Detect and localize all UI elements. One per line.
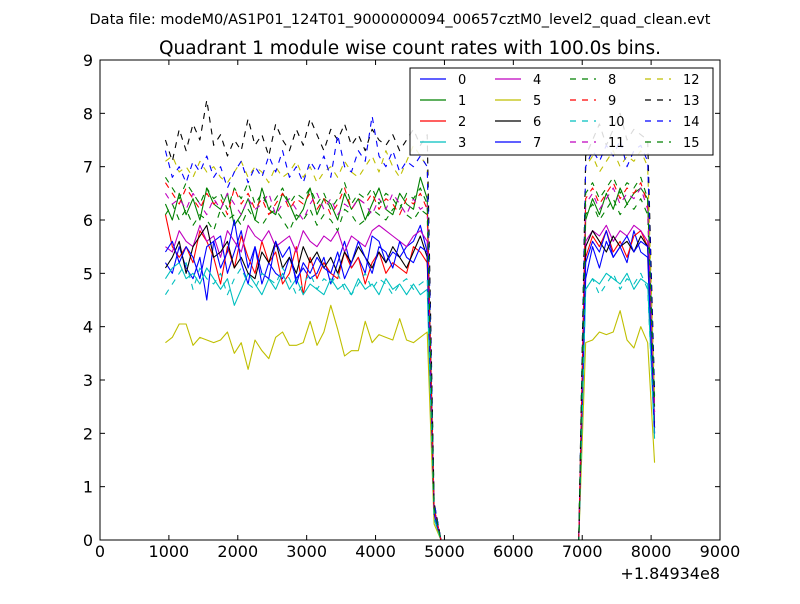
series-line-0 — [164, 224, 656, 541]
x-axis-offset-label: +1.84934e8 — [620, 564, 720, 583]
y-tick-label: 7 — [83, 158, 93, 177]
x-tick-label: 1000 — [149, 542, 190, 561]
legend-label-4: 4 — [533, 73, 541, 88]
legend-label-7: 7 — [533, 136, 541, 151]
series-line-10 — [164, 262, 656, 541]
series-line-5 — [165, 304, 656, 541]
legend-box — [409, 67, 714, 156]
axes: 0 1000 2000 3000 4000 5000 6000 7000 8000 9000012… — [83, 51, 741, 561]
legend-label-14: 14 — [683, 115, 700, 130]
x-tick-label: 9000 — [700, 542, 741, 561]
y-tick-label: 0 — [83, 531, 93, 550]
legend-label-8: 8 — [608, 73, 616, 88]
y-tick-label: 3 — [83, 371, 93, 390]
x-tick-label: 5000 — [424, 542, 465, 561]
x-tick-label: 6000 — [493, 542, 534, 561]
series-line-12 — [165, 144, 656, 541]
series-line-7 — [164, 219, 656, 541]
legend-label-12: 12 — [683, 73, 700, 88]
series-line-15 — [164, 176, 656, 541]
legend-label-10: 10 — [608, 115, 625, 130]
x-tick-label: 8000 — [631, 542, 672, 561]
legend-label-1: 1 — [458, 94, 466, 109]
legend-label-6: 6 — [533, 115, 541, 130]
x-tick-label: 0 — [95, 542, 105, 561]
legend-label-11: 11 — [608, 136, 625, 151]
legend-label-9: 9 — [608, 94, 616, 109]
series-line-11 — [164, 187, 656, 541]
series-line-9 — [164, 182, 656, 541]
x-tick-label: 4000 — [355, 542, 396, 561]
y-tick-label: 6 — [83, 211, 93, 230]
y-tick-label: 1 — [83, 478, 93, 497]
y-tick-label: 2 — [83, 424, 93, 443]
y-tick-label: 8 — [83, 104, 93, 123]
legend-label-3: 3 — [458, 136, 466, 151]
legend-label-5: 5 — [533, 94, 541, 109]
series-line-6 — [164, 224, 656, 541]
y-tick-label: 5 — [83, 264, 93, 283]
series-line-2 — [164, 214, 656, 541]
x-tick-label: 2000 — [217, 542, 258, 561]
legend-label-13: 13 — [683, 94, 700, 109]
x-tick-label: 7000 — [562, 542, 603, 561]
suptitle: Data file: modeM0/AS1P01_124T01_90000000… — [90, 12, 711, 28]
legend-label-15: 15 — [683, 136, 700, 151]
y-tick-label: 4 — [83, 318, 93, 337]
x-tick-label: 3000 — [286, 542, 327, 561]
series-line-8 — [164, 198, 656, 541]
chart-title: Quadrant 1 module wise count rates with … — [159, 38, 661, 59]
axes-frame — [99, 59, 721, 541]
legend-label-2: 2 — [458, 115, 466, 130]
series-line-3 — [164, 262, 656, 541]
y-tick-label: 9 — [83, 51, 93, 70]
legend-label-0: 0 — [458, 73, 466, 88]
